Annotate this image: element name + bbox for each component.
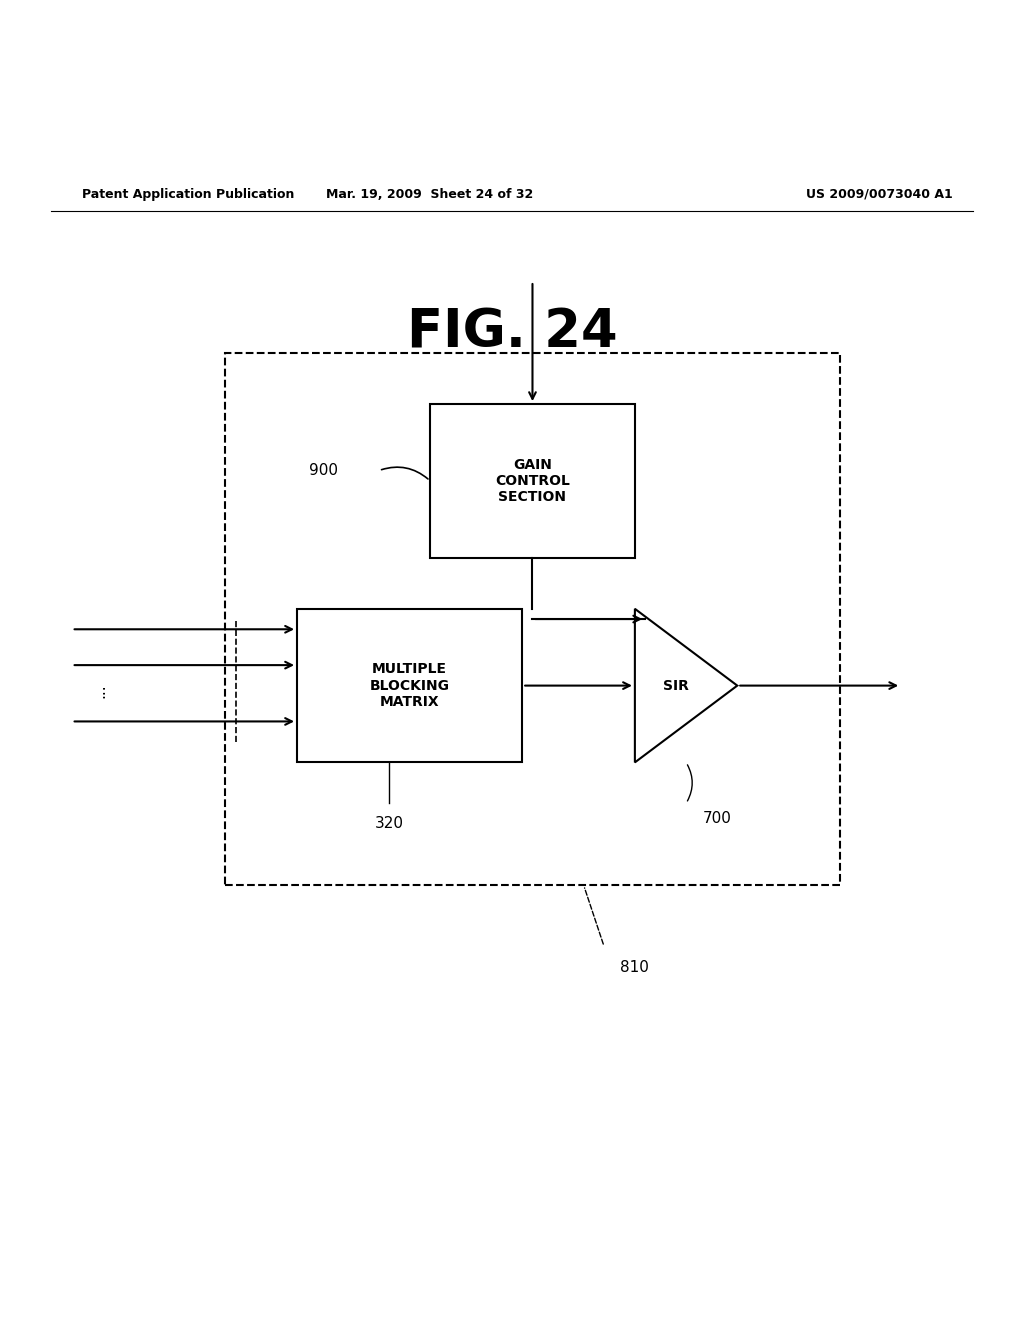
Text: Mar. 19, 2009  Sheet 24 of 32: Mar. 19, 2009 Sheet 24 of 32: [327, 187, 534, 201]
Text: Patent Application Publication: Patent Application Publication: [82, 187, 294, 201]
Text: 320: 320: [375, 816, 403, 832]
Text: ...: ...: [92, 684, 108, 698]
Bar: [430, 404, 635, 557]
Text: 810: 810: [621, 960, 649, 974]
Text: SIR: SIR: [663, 678, 689, 693]
Text: 700: 700: [702, 812, 731, 826]
Text: FIG. 24: FIG. 24: [407, 306, 617, 358]
Bar: [225, 352, 840, 886]
Text: 900: 900: [309, 463, 338, 478]
Polygon shape: [635, 609, 737, 763]
Text: MULTIPLE
BLOCKING
MATRIX: MULTIPLE BLOCKING MATRIX: [370, 663, 450, 709]
Bar: [297, 609, 522, 763]
Text: US 2009/0073040 A1: US 2009/0073040 A1: [806, 187, 952, 201]
Text: GAIN
CONTROL
SECTION: GAIN CONTROL SECTION: [495, 458, 570, 504]
